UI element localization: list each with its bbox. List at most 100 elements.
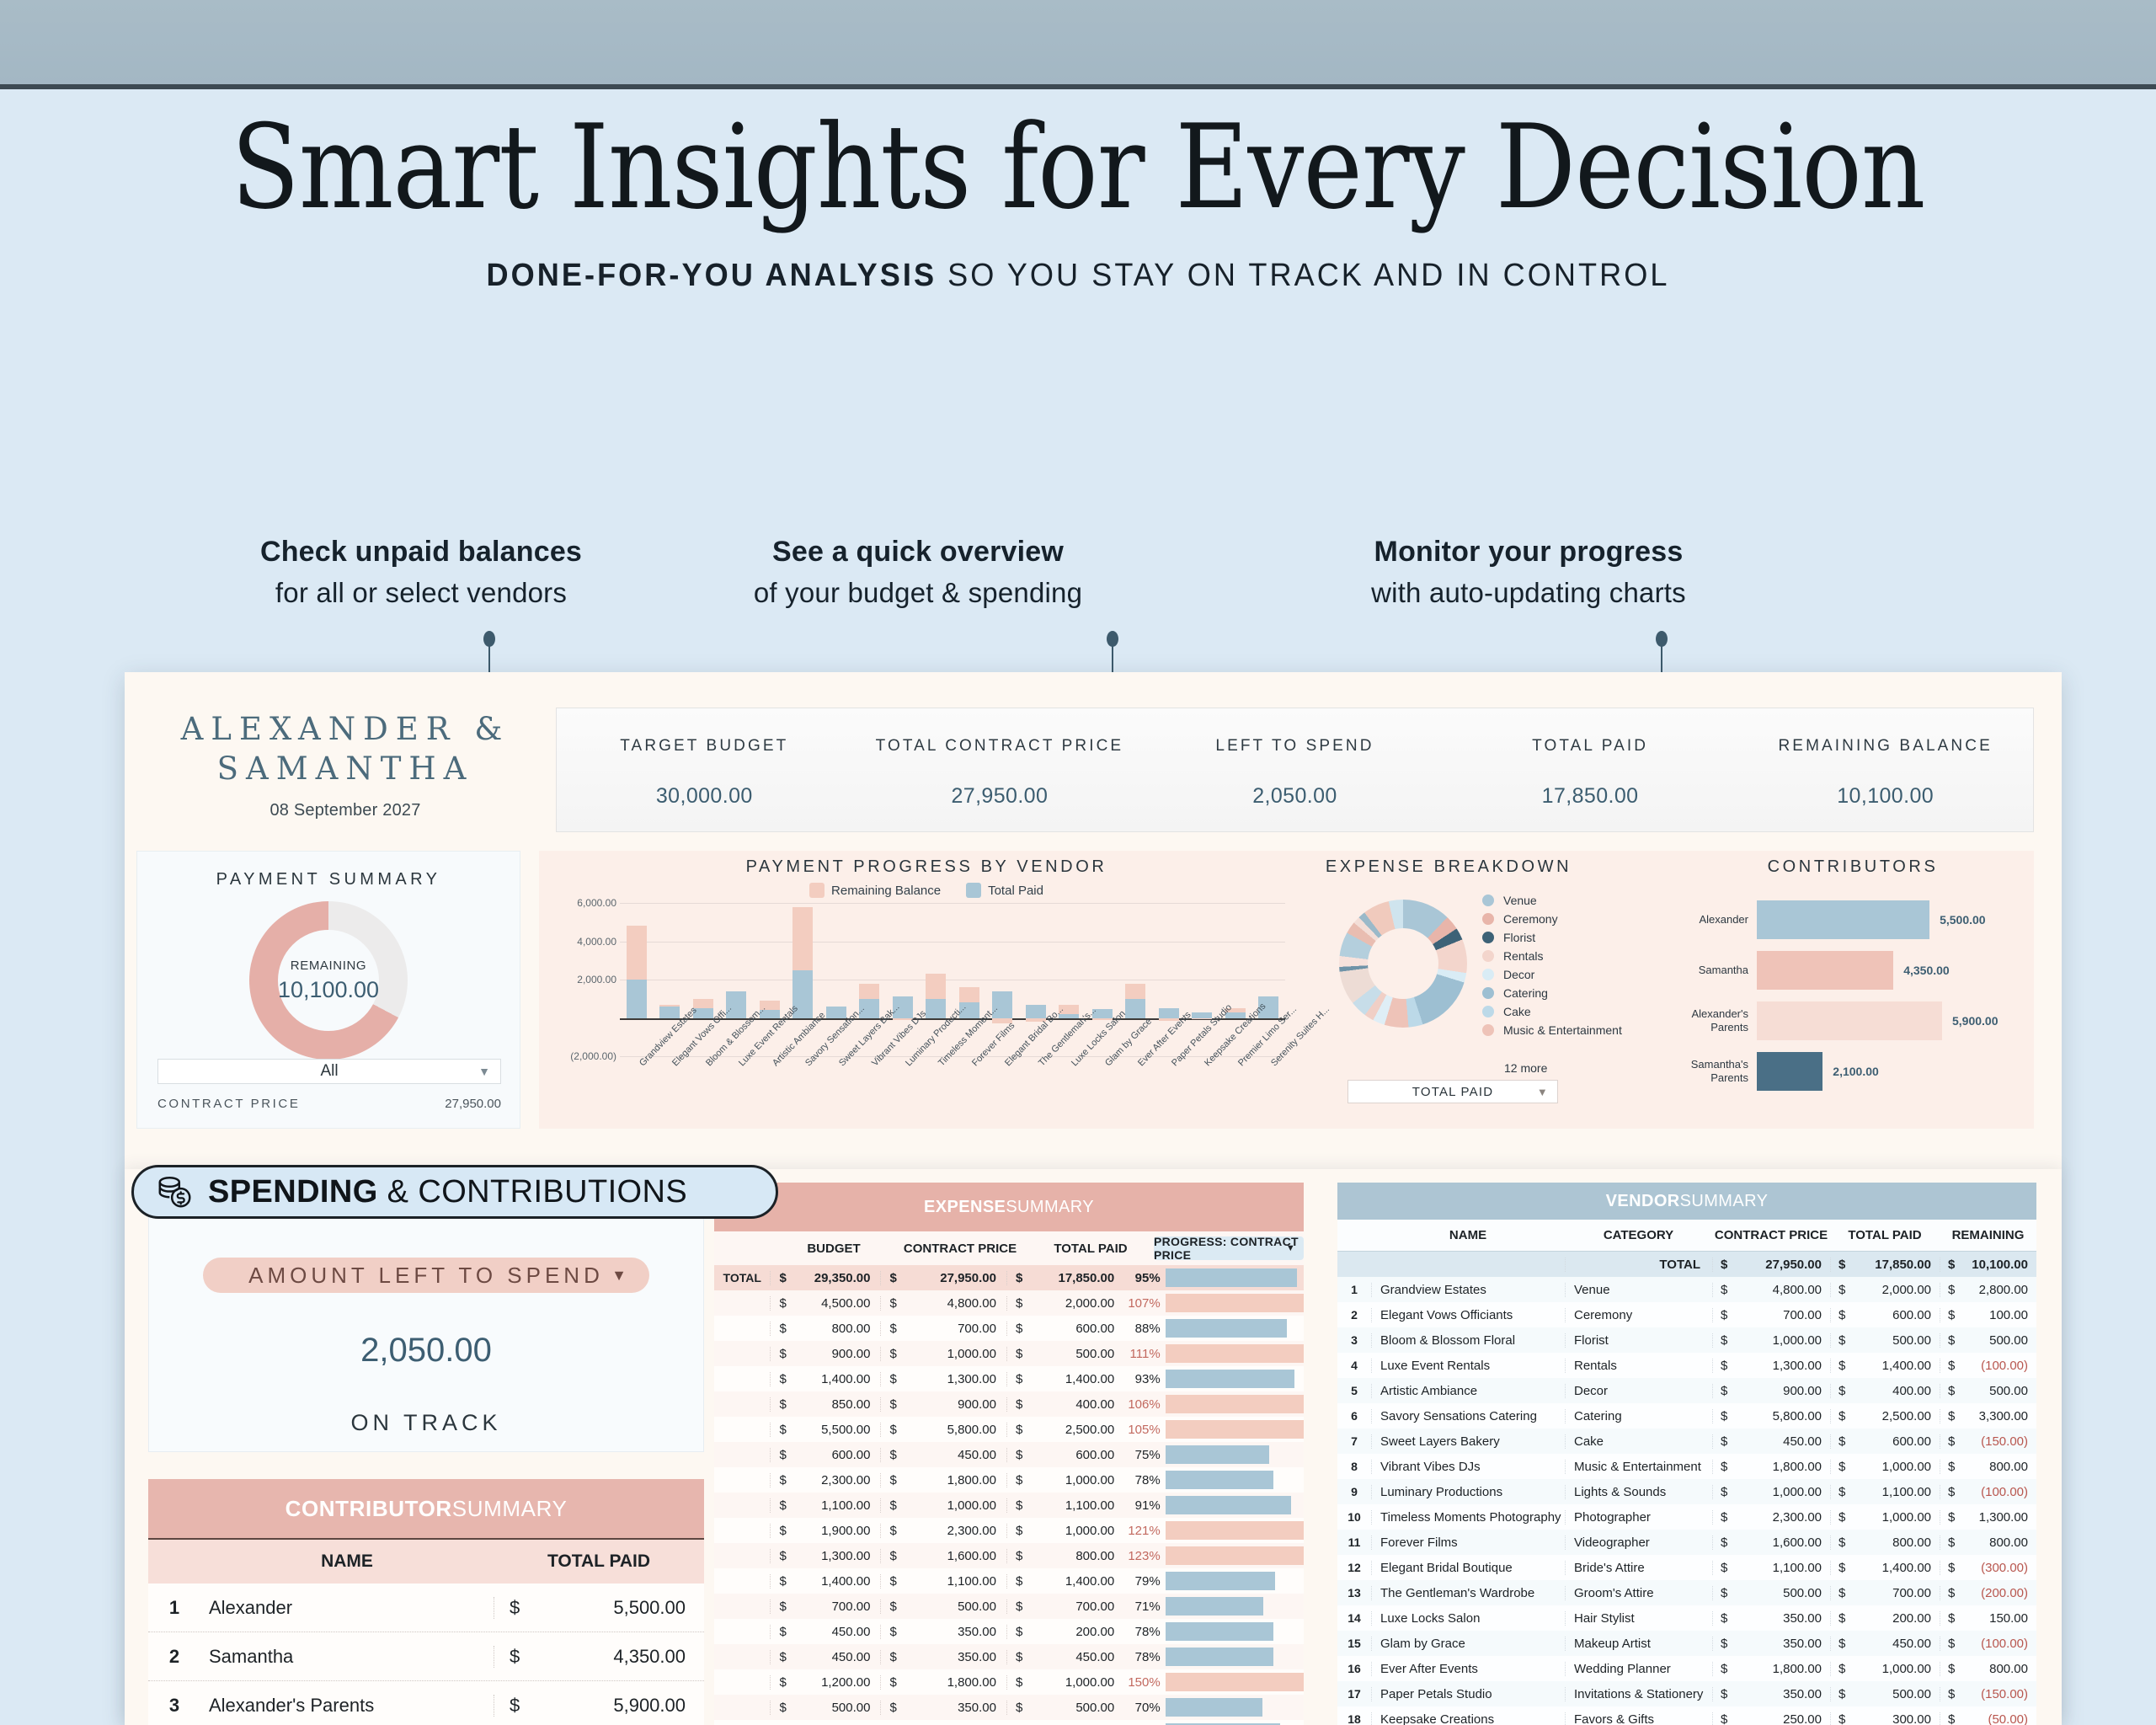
progress-bar-fill (1165, 1648, 1273, 1666)
bar-segment-paid (1258, 996, 1279, 1018)
y-axis-tick: 6,000.00 (577, 897, 616, 909)
cell-contract-price: $1,300.00 (1712, 1358, 1830, 1373)
table-row[interactable]: $2,300.00 $1,800.00 $1,000.00 78% (714, 1467, 1304, 1493)
vendor-table-header: NAME CATEGORY CONTRACT PRICE TOTAL PAID … (1337, 1220, 2036, 1252)
table-row[interactable]: $5,500.00 $5,800.00 $2,500.00 105% (714, 1417, 1305, 1442)
progress-bar (1165, 1496, 1304, 1514)
amount-left-card: AMOUNT LEFT TO SPEND ▼ 2,050.00 ON TRACK (148, 1216, 704, 1452)
cell-budget: $800.00 (770, 1321, 880, 1336)
amount: 5,900.00 (613, 1694, 686, 1716)
table-row[interactable]: $1,200.00 $1,800.00 $1,000.00 150% (714, 1669, 1305, 1695)
table-row[interactable]: $1,100.00 $1,000.00 $1,100.00 91% (714, 1493, 1304, 1518)
table-row[interactable]: $850.00 $900.00 $400.00 106% (714, 1391, 1305, 1417)
table-row[interactable]: 2 Elegant Vows Officiants Ceremony $700.00 $… (1337, 1302, 2036, 1327)
table-row[interactable]: TOTAL $27,950.00 $17,850.00 $10,100.00 (1337, 1252, 2036, 1277)
table-row[interactable]: $1,400.00 $1,100.00 $1,400.00 79% (714, 1568, 1304, 1594)
table-row[interactable]: $300.00$250.00$300.0083% (714, 1720, 1304, 1725)
table-row[interactable]: 5 Artistic Ambiance Decor $900.00 $400.00 $50… (1337, 1378, 2036, 1403)
progress-bar (1165, 1572, 1304, 1590)
chart-bar (1192, 1012, 1213, 1018)
amount: (300.00) (1981, 1560, 2028, 1575)
table-row[interactable]: 13 The Gentleman's Wardrobe Groom's Attire… (1337, 1580, 2036, 1605)
table-row[interactable]: $500.00 $350.00 $500.00 70% (714, 1695, 1304, 1720)
vendor-filter-select[interactable]: All ▼ (157, 1059, 501, 1084)
currency-symbol: $ (779, 1295, 787, 1311)
amount: 1,000.00 (1772, 1484, 1822, 1499)
cell-contract-price: $500.00 (1712, 1585, 1830, 1600)
table-row[interactable]: 4 Luxe Event Rentals Rentals $1,300.00 $1,40… (1337, 1353, 2036, 1378)
contributor-table-header: NAME TOTAL PAID (148, 1540, 704, 1583)
progress-bar-fill (1165, 1572, 1275, 1590)
table-row[interactable]: 18 Keepsake Creations Favors & Gifts $250.0… (1337, 1706, 2036, 1725)
amount-left-select[interactable]: AMOUNT LEFT TO SPEND ▼ (203, 1258, 649, 1293)
contributors-bars: Alexander 5,500.00 Samantha 4,350.00 Alexand… (1676, 895, 2030, 1097)
contributor-table-body: 1 Alexander $5,500.00 2 Samantha $4,350.00 3 Al… (148, 1583, 704, 1725)
chart-bar (1125, 983, 1146, 1018)
cell-total-paid: $700.00 (1830, 1585, 1940, 1600)
table-row[interactable]: 9 Luminary Productions Lights & Sounds $1,0… (1337, 1479, 2036, 1504)
progress-bar (1165, 1521, 1305, 1540)
amount: 150.00 (1989, 1610, 2028, 1626)
table-row[interactable]: $800.00 $700.00 $600.00 88% (714, 1316, 1304, 1341)
currency-symbol: $ (1838, 1509, 1846, 1525)
currency-symbol: $ (889, 1548, 897, 1563)
currency-symbol: $ (1721, 1383, 1728, 1398)
table-row[interactable]: 3 Alexander's Parents $5,900.00 (148, 1681, 704, 1725)
title-bold: CONTRIBUTOR (285, 1495, 452, 1521)
cell-contract-price: $1,600.00 (880, 1548, 1006, 1563)
table-row[interactable]: 11 Forever Films Videographer $1,600.00 $800… (1337, 1530, 2036, 1555)
table-row[interactable]: TOTAL $29,350.00 $27,950.00 $17,850.00 95% (714, 1265, 1304, 1290)
subtitle-bold: DONE-FOR-YOU ANALYSIS (486, 258, 937, 293)
table-row[interactable]: 7 Sweet Layers Bakery Cake $450.00 $600.00 $(… (1337, 1429, 2036, 1454)
cell-total-paid: $1,000.00 (1830, 1509, 1940, 1525)
currency-symbol: $ (1838, 1535, 1846, 1550)
table-row[interactable]: $600.00 $450.00 $600.00 75% (714, 1442, 1304, 1467)
table-row[interactable]: 6 Savory Sensations Catering Catering $5,80… (1337, 1403, 2036, 1429)
table-row[interactable]: 1 Grandview Estates Venue $4,800.00 $2,000.0… (1337, 1277, 2036, 1302)
table-row[interactable]: 14 Luxe Locks Salon Hair Stylist $350.00 $20… (1337, 1605, 2036, 1631)
table-row[interactable]: $1,900.00 $2,300.00 $1,000.00 121% (714, 1518, 1305, 1543)
col-name: NAME (1449, 1228, 1487, 1242)
table-row[interactable]: $700.00 $500.00 $700.00 71% (714, 1594, 1304, 1619)
currency-symbol: $ (1721, 1257, 1728, 1272)
table-row[interactable]: 2 Samantha $4,350.00 (148, 1632, 704, 1681)
table-row[interactable]: $1,400.00 $1,300.00 $1,400.00 93% (714, 1366, 1304, 1391)
amount: 2,300.00 (821, 1472, 871, 1487)
vendor-category: Venue (1565, 1282, 1712, 1297)
table-row[interactable]: 3 Bloom & Blossom Floral Florist $1,000.00 $… (1337, 1327, 2036, 1353)
row-index: 1 (1351, 1283, 1358, 1296)
table-row[interactable]: $450.00 $350.00 $200.00 78% (714, 1619, 1304, 1644)
col-total-paid: TOTAL PAID (1054, 1241, 1128, 1256)
table-row[interactable]: $900.00 $1,000.00 $500.00 111% (714, 1341, 1305, 1366)
table-row[interactable]: 10 Timeless Moments Photography Photograph… (1337, 1504, 2036, 1530)
currency-symbol: $ (1721, 1358, 1728, 1373)
currency-symbol: $ (779, 1548, 787, 1563)
row-index: 1 (168, 1596, 180, 1618)
expense-metric-select[interactable]: TOTAL PAID ▼ (1348, 1080, 1558, 1103)
amount: 200.00 (1075, 1624, 1115, 1639)
table-row[interactable]: $450.00 $350.00 $450.00 78% (714, 1644, 1304, 1669)
table-row[interactable]: 15 Glam by Grace Makeup Artist $350.00 $450.… (1337, 1631, 2036, 1656)
table-row[interactable]: 1 Alexander $5,500.00 (148, 1583, 704, 1632)
cell-budget: $1,400.00 (770, 1371, 880, 1386)
table-row[interactable]: 16 Ever After Events Wedding Planner $1,800… (1337, 1656, 2036, 1681)
bar-segment-paid (1158, 1008, 1179, 1018)
table-row[interactable]: 12 Elegant Bridal Boutique Bride's Attire $… (1337, 1555, 2036, 1580)
vendor-category: Bride's Attire (1565, 1560, 1712, 1575)
vendor-category: Lights & Sounds (1565, 1484, 1712, 1499)
table-row[interactable]: $1,300.00 $1,600.00 $800.00 123% (714, 1543, 1305, 1568)
cell-total-paid: $1,400.00 (1830, 1358, 1940, 1373)
cell-remaining: $ (150.00) (1940, 1434, 2036, 1449)
cell-total-paid: $1,400.00 (1006, 1573, 1124, 1589)
bar-segment-remaining (926, 974, 947, 999)
payment-summary-donut: REMAINING 10,100.00 (249, 901, 408, 1060)
table-row[interactable]: 8 Vibrant Vibes DJs Music & Entertainment $… (1337, 1454, 2036, 1479)
bar-segment-paid (659, 1006, 680, 1018)
table-row[interactable]: $4,500.00 $4,800.00 $2,000.00 107% (714, 1290, 1305, 1316)
table-row[interactable]: 17 Paper Petals Studio Invitations & Stati… (1337, 1681, 2036, 1706)
amount: 700.00 (831, 1599, 871, 1614)
progress-bar (1165, 1395, 1305, 1413)
callout-quick-overview: See a quick overview of your budget & sp… (682, 536, 1154, 609)
progress-metric-select[interactable]: PROGRESS: CONTRACT PRICE ▼ (1154, 1235, 1304, 1262)
chart-bar (726, 991, 747, 1018)
